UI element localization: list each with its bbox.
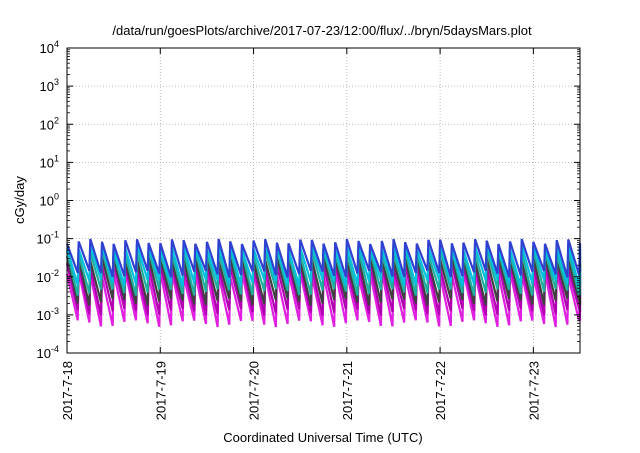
x-axis-label: Coordinated Universal Time (UTC) xyxy=(223,430,422,445)
labels-layer: 10-4 10-3 10-2 10-1 100 101 102 103 104 2017-7-18… xyxy=(37,39,542,420)
x-tick-label: 2017-7-22 xyxy=(433,361,448,420)
data-series-line xyxy=(65,271,582,328)
x-tick-label: 2017-7-21 xyxy=(340,361,355,420)
x-tick-label: 2017-7-19 xyxy=(153,361,168,420)
x-tick-label: 2017-7-23 xyxy=(526,361,541,420)
series-layer xyxy=(65,238,582,328)
data-series-line xyxy=(65,244,582,287)
chart-title: /data/run/goesPlots/archive/2017-07-23/1… xyxy=(112,23,532,38)
y-tick-label: 102 xyxy=(40,115,59,132)
y-tick-label: 103 xyxy=(40,77,59,94)
y-tick-label: 10-4 xyxy=(37,344,59,361)
y-tick-label: 104 xyxy=(40,39,59,56)
y-tick-label: 10-2 xyxy=(37,268,59,285)
y-axis-label: cGy/day xyxy=(12,176,27,224)
y-tick-label: 100 xyxy=(40,192,59,209)
y-tick-label: 101 xyxy=(40,153,59,170)
data-series-line xyxy=(65,238,582,278)
ticks-layer xyxy=(66,47,580,354)
y-tick-label: 10-3 xyxy=(37,306,59,323)
data-series-line xyxy=(65,256,582,306)
data-series-line xyxy=(65,262,582,316)
y-tick-label: 10-1 xyxy=(37,230,59,247)
x-tick-label: 2017-7-20 xyxy=(247,361,262,420)
x-tick-label: 2017-7-18 xyxy=(60,361,75,420)
